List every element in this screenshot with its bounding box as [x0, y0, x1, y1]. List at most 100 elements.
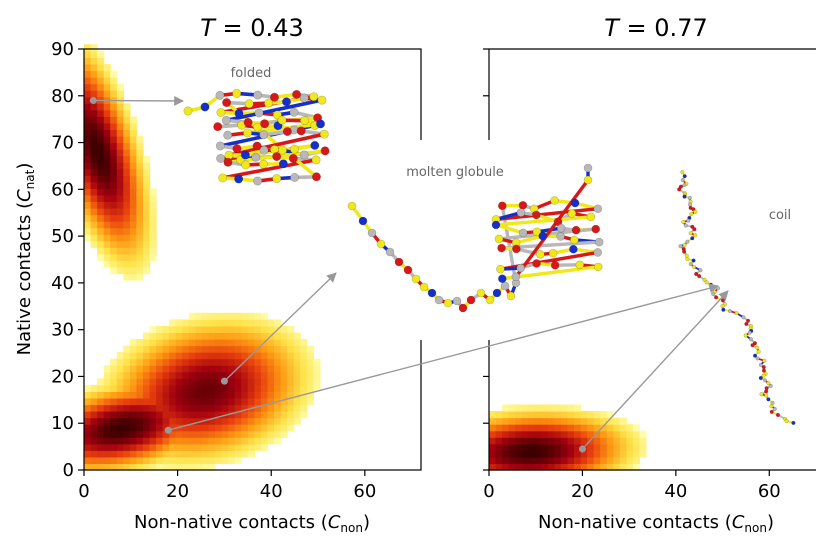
heatmap-cell — [90, 214, 98, 222]
heatmap-cell — [280, 365, 288, 373]
heatmap-cell — [97, 450, 105, 458]
heatmap-cell — [129, 142, 138, 150]
heatmap-cell — [502, 456, 510, 464]
residue-bead — [745, 318, 751, 323]
heatmap-cell — [287, 325, 295, 333]
residue-bead — [491, 220, 501, 230]
heatmap-cell — [587, 417, 595, 425]
heatmap-cell — [619, 443, 627, 451]
heatmap-cell — [515, 463, 523, 471]
heatmap-cell — [110, 103, 118, 111]
heatmap-cell — [300, 352, 308, 360]
heatmap-cell — [90, 450, 98, 458]
heatmap-cell — [84, 122, 92, 130]
heatmap-cell — [123, 221, 131, 229]
heatmap-cell — [136, 424, 144, 432]
heatmap-cell — [515, 450, 523, 458]
heatmap-cell — [515, 411, 523, 419]
heatmap-cell — [116, 155, 124, 163]
heatmap-cell — [136, 260, 144, 268]
heatmap-cell — [502, 463, 510, 471]
heatmap-cell — [221, 391, 229, 399]
heatmap-cell — [97, 208, 105, 216]
heatmap-cell — [110, 116, 118, 124]
residue-bead — [281, 97, 291, 107]
heatmap-cell — [221, 371, 229, 379]
heatmap-cell — [613, 417, 621, 425]
heatmap-cell — [129, 267, 138, 275]
heatmap-cell — [143, 378, 151, 386]
heatmap-cell — [560, 463, 568, 471]
heatmap-cell — [136, 339, 144, 347]
heatmap-cell — [129, 378, 138, 386]
heatmap-cell — [241, 339, 249, 347]
heatmap-cell — [528, 443, 536, 451]
heatmap-cell — [175, 391, 183, 399]
heatmap-cell — [103, 378, 111, 386]
heatmap-cell — [110, 201, 118, 209]
heatmap-cell — [156, 371, 164, 379]
heatmap-cell — [90, 129, 98, 137]
residue-bead — [213, 122, 223, 132]
heatmap-cell — [228, 437, 236, 445]
heatmap-cell — [300, 365, 308, 373]
heatmap-cell — [103, 116, 111, 124]
heatmap-cell — [489, 424, 497, 432]
heatmap-cell — [287, 391, 295, 399]
heatmap-cell — [280, 391, 288, 399]
heatmap-cell — [587, 463, 595, 471]
heatmap-cell — [306, 371, 314, 379]
heatmap-cell — [156, 358, 164, 366]
heatmap-cell — [208, 424, 216, 432]
heatmap-cell — [143, 365, 151, 373]
residue-bead — [761, 364, 766, 370]
residue-bead — [575, 260, 585, 270]
heatmap-cell — [84, 398, 92, 406]
heatmap-cell — [136, 253, 144, 261]
heatmap-cell — [84, 83, 92, 91]
heatmap-cell — [541, 430, 549, 438]
heatmap-cell — [175, 378, 183, 386]
heatmap-cell — [90, 443, 98, 451]
heatmap-cell — [84, 188, 92, 196]
heatmap-cell — [567, 430, 575, 438]
heatmap-cell — [567, 424, 575, 432]
heatmap-cell — [110, 194, 118, 202]
heatmap-cell — [639, 443, 647, 451]
heatmap-cell — [208, 463, 216, 471]
residue-bead — [677, 187, 682, 192]
residue-bead — [240, 150, 250, 160]
heatmap-cell — [136, 437, 144, 445]
heatmap-cell — [136, 188, 144, 196]
heatmap-cell — [136, 168, 144, 176]
heatmap-cell — [162, 332, 170, 340]
heatmap-cell — [110, 175, 118, 183]
heatmap-cell — [84, 384, 92, 392]
heatmap-cell — [143, 234, 151, 242]
heatmap-cell — [129, 352, 138, 360]
heatmap-cell — [260, 443, 269, 451]
heatmap-cell — [103, 240, 111, 248]
heatmap-cell — [149, 384, 157, 392]
heatmap-cell — [143, 417, 151, 425]
heatmap-cell — [293, 398, 301, 406]
heatmap-cell — [162, 463, 170, 471]
heatmap-cell — [515, 443, 523, 451]
heatmap-cell — [293, 417, 301, 425]
heatmap-cell — [149, 240, 157, 248]
heatmap-cell — [593, 450, 601, 458]
heatmap-cell — [188, 339, 196, 347]
heatmap-cell — [195, 463, 203, 471]
heatmap-cell — [129, 358, 138, 366]
heatmap-cell — [574, 456, 582, 464]
heatmap-cell — [574, 404, 582, 412]
heatmap-cell — [241, 430, 249, 438]
heatmap-cell — [228, 358, 236, 366]
heatmap-cell — [267, 319, 275, 327]
heatmap-cell — [97, 221, 105, 229]
heatmap-cell — [149, 463, 157, 471]
heatmap-cell — [221, 424, 229, 432]
residue-bead — [485, 295, 495, 305]
heatmap-cell — [97, 136, 105, 144]
heatmap-cell — [162, 325, 170, 333]
